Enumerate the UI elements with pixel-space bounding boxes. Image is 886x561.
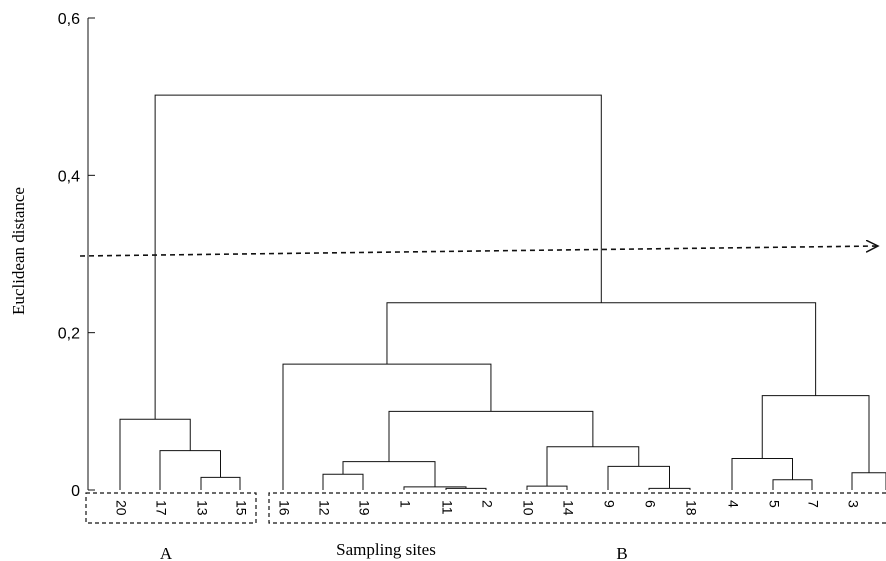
dendrogram-link [648, 487, 691, 490]
dendrogram-link [154, 94, 602, 420]
leaf-label: 14 [560, 500, 576, 516]
leaf-label: 12 [316, 500, 332, 516]
leaf-label: 10 [520, 500, 536, 516]
dendrogram-link [772, 479, 813, 490]
leaf-label: 17 [153, 500, 169, 516]
dendrogram-link [851, 472, 886, 490]
leaf-label: 3 [845, 500, 861, 508]
group-label-a: A [160, 544, 173, 561]
leaf-label: 16 [276, 500, 292, 516]
leaf-label: 18 [683, 500, 699, 516]
y-tick-label: 0,6 [58, 11, 80, 28]
dendrogram-link [200, 476, 241, 490]
dendrogram-link [322, 473, 364, 490]
y-axis-label: Euclidean distance [9, 187, 28, 315]
leaf-label: 4 [725, 500, 741, 508]
dendrogram-link [159, 450, 221, 490]
y-tick-label: 0,2 [58, 326, 80, 343]
leaf-label: 13 [194, 500, 210, 516]
dendrogram-link [386, 302, 817, 396]
x-axis-label: Sampling sites [336, 540, 436, 559]
cut-line [79, 246, 878, 257]
dendrogram-link [607, 465, 670, 490]
group-box-b [268, 492, 886, 524]
leaf-label: 20 [113, 500, 129, 516]
leaf-label: 11 [439, 500, 455, 515]
group-box-a [85, 492, 257, 524]
y-axis: 0 0,2 0,4 0,6 [58, 11, 95, 500]
y-tick-label: 0 [71, 483, 80, 500]
y-tick-label: 0,4 [58, 168, 80, 185]
leaf-label: 19 [356, 500, 372, 516]
leaf-labels: 20 17 13 15 16 12 19 1 11 2 10 14 9 6 18 4 5 7 3 [113, 500, 861, 516]
dendrogram-tree [119, 94, 886, 490]
leaf-label: 7 [805, 500, 821, 508]
dendrogram-link [526, 485, 568, 490]
leaf-label: 9 [601, 500, 617, 508]
leaf-label: 15 [233, 500, 249, 516]
dendrogram-link [282, 363, 492, 490]
dendrogram-link [445, 487, 487, 490]
leaf-label: 5 [766, 500, 782, 508]
dendrogram-link [761, 395, 870, 473]
leaf-label: 2 [479, 500, 495, 508]
dendrogram-link [388, 410, 594, 462]
leaf-label: 1 [397, 500, 413, 508]
dendrogram-link [119, 418, 191, 490]
group-label-b: B [616, 544, 627, 561]
dendrogram-link [731, 458, 793, 490]
leaf-label: 6 [642, 500, 658, 508]
